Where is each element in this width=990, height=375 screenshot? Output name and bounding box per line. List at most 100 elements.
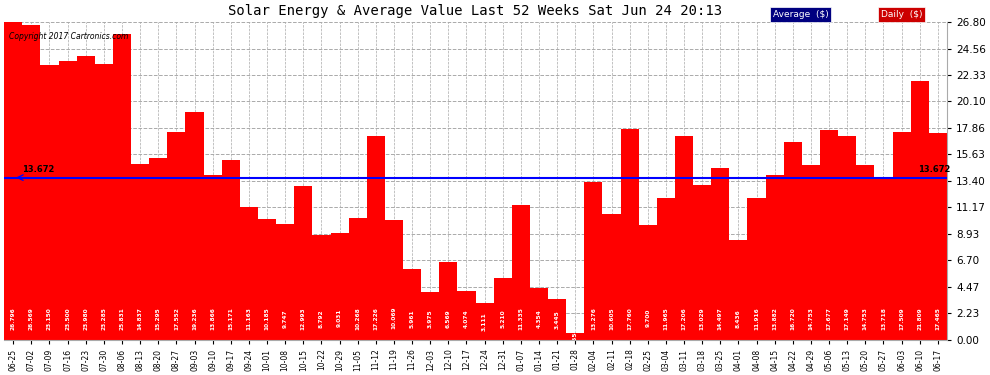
Text: 17.677: 17.677 [827, 307, 832, 330]
Text: 15.295: 15.295 [155, 307, 160, 330]
Bar [204, 176, 222, 339]
Text: 12.993: 12.993 [301, 307, 306, 330]
Bar [874, 177, 893, 339]
Text: 25.831: 25.831 [120, 307, 125, 330]
Text: 14.753: 14.753 [863, 307, 868, 330]
Text: 23.500: 23.500 [65, 307, 70, 330]
Text: 8.792: 8.792 [319, 309, 324, 327]
Bar [149, 158, 167, 339]
Bar [58, 61, 76, 339]
Bar [911, 81, 929, 339]
Bar [839, 136, 856, 339]
Bar [95, 64, 113, 339]
Bar [656, 198, 675, 339]
Text: 11.335: 11.335 [519, 307, 524, 330]
Bar [584, 182, 603, 339]
Bar [457, 291, 475, 339]
Text: 23.150: 23.150 [47, 307, 52, 330]
Bar [167, 132, 185, 339]
Text: 3.445: 3.445 [554, 310, 559, 328]
Text: 26.569: 26.569 [29, 307, 34, 330]
Text: 6.569: 6.569 [446, 309, 450, 327]
Text: 23.980: 23.980 [83, 307, 88, 330]
Bar [4, 22, 23, 339]
Text: 10.069: 10.069 [391, 307, 396, 330]
Text: 3.975: 3.975 [428, 309, 433, 327]
Bar [603, 214, 621, 339]
Text: 17.465: 17.465 [936, 307, 940, 330]
Text: 17.149: 17.149 [844, 307, 849, 330]
Bar [765, 175, 784, 339]
Text: 19.236: 19.236 [192, 307, 197, 330]
Bar [240, 207, 258, 339]
Bar [313, 236, 331, 339]
Text: 17.206: 17.206 [681, 307, 686, 330]
Text: 17.552: 17.552 [174, 307, 179, 330]
Bar [802, 165, 820, 339]
Bar [131, 164, 149, 339]
Text: 17.760: 17.760 [627, 307, 633, 330]
Bar [929, 133, 946, 339]
Bar [566, 333, 584, 339]
Text: 5.210: 5.210 [500, 309, 505, 327]
Bar [294, 186, 313, 339]
Text: 13.882: 13.882 [772, 307, 777, 330]
Text: 26.796: 26.796 [11, 307, 16, 330]
Text: 10.268: 10.268 [355, 307, 360, 330]
Bar [639, 225, 656, 339]
Bar [403, 269, 421, 339]
Title: Solar Energy & Average Value Last 52 Weeks Sat Jun 24 20:13: Solar Energy & Average Value Last 52 Wee… [229, 4, 723, 18]
Bar [693, 185, 711, 339]
Text: 17.226: 17.226 [373, 307, 378, 330]
Text: 0.554: 0.554 [573, 327, 578, 346]
Text: 8.436: 8.436 [736, 309, 741, 328]
Bar [784, 141, 802, 339]
Text: Daily  ($): Daily ($) [881, 10, 923, 19]
Text: 11.916: 11.916 [754, 307, 759, 330]
Bar [512, 205, 530, 339]
Text: 4.354: 4.354 [537, 309, 542, 328]
Bar [820, 130, 839, 339]
Bar [366, 135, 385, 339]
Text: 13.718: 13.718 [881, 307, 886, 330]
Text: 23.285: 23.285 [101, 307, 106, 330]
Bar [730, 240, 747, 339]
Text: 14.753: 14.753 [809, 307, 814, 330]
Text: 5.961: 5.961 [410, 309, 415, 327]
Text: 13.672: 13.672 [23, 165, 54, 174]
Bar [675, 136, 693, 339]
Text: 13.276: 13.276 [591, 307, 596, 330]
Bar [185, 112, 204, 339]
Bar [856, 165, 874, 339]
Bar [421, 292, 440, 339]
Bar [41, 65, 58, 339]
Bar [475, 303, 494, 339]
Bar [385, 220, 403, 339]
Bar [494, 278, 512, 339]
Bar [548, 299, 566, 339]
Text: Copyright 2017 Cartronics.com: Copyright 2017 Cartronics.com [9, 32, 129, 40]
Bar [258, 219, 276, 339]
Bar [222, 160, 240, 339]
Text: 10.605: 10.605 [609, 307, 614, 330]
Text: 14.837: 14.837 [138, 307, 143, 330]
Bar [621, 129, 639, 339]
Text: 14.497: 14.497 [718, 307, 723, 330]
Text: 16.720: 16.720 [790, 307, 795, 330]
Text: 4.074: 4.074 [464, 309, 469, 327]
Text: 17.509: 17.509 [899, 307, 904, 330]
Text: 11.965: 11.965 [663, 307, 668, 330]
Bar [276, 224, 294, 339]
Text: 13.029: 13.029 [700, 307, 705, 330]
Text: 9.747: 9.747 [283, 309, 288, 327]
Text: 13.866: 13.866 [210, 307, 215, 330]
Bar [893, 132, 911, 339]
Text: 3.111: 3.111 [482, 312, 487, 330]
Text: 10.185: 10.185 [264, 307, 269, 330]
Bar [331, 232, 348, 339]
Text: Average  ($): Average ($) [772, 10, 829, 19]
Bar [440, 262, 457, 339]
Text: 15.171: 15.171 [229, 307, 234, 330]
Text: 9.031: 9.031 [337, 309, 343, 327]
Text: 11.163: 11.163 [247, 307, 251, 330]
